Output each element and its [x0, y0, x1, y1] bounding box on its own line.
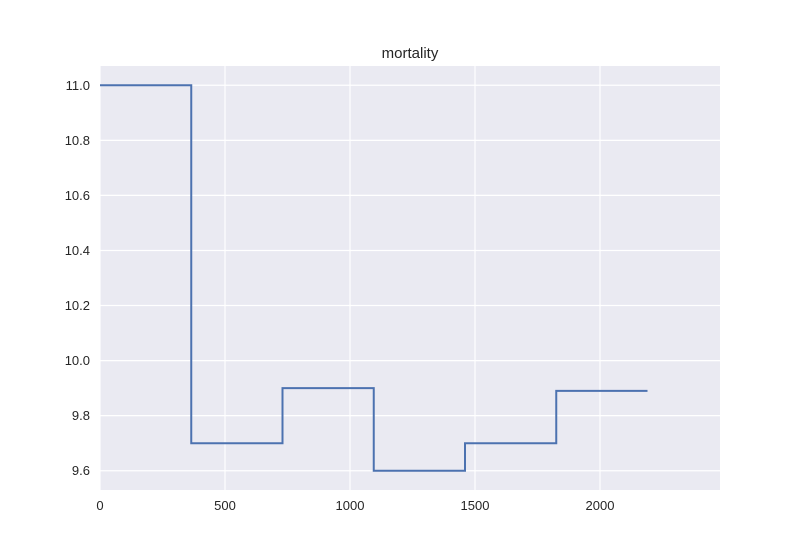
x-tick-label: 0	[96, 498, 103, 513]
y-tick-label: 9.8	[72, 408, 90, 423]
y-tick-label: 10.6	[65, 188, 90, 203]
series-line-0	[100, 84, 648, 472]
plot-area	[100, 66, 720, 490]
chart-title: mortality	[382, 45, 439, 62]
y-axis-ticks: 9.6 9.8 10.0 10.2 10.4 10.6 10.8 11.0	[65, 78, 90, 478]
x-tick-label: 1000	[336, 498, 365, 513]
series-layer	[100, 84, 648, 472]
y-tick-label: 9.6	[72, 463, 90, 478]
x-tick-label: 500	[214, 498, 236, 513]
y-tick-label: 10.4	[65, 243, 90, 258]
x-axis-ticks: 0 500 1000 1500 2000	[96, 498, 614, 513]
y-tick-label: 10.8	[65, 133, 90, 148]
y-tick-label: 11.0	[66, 78, 90, 93]
x-tick-label: 1500	[461, 498, 490, 513]
y-tick-label: 10.2	[65, 298, 90, 313]
y-tick-label: 10.0	[65, 353, 90, 368]
x-tick-label: 2000	[586, 498, 615, 513]
